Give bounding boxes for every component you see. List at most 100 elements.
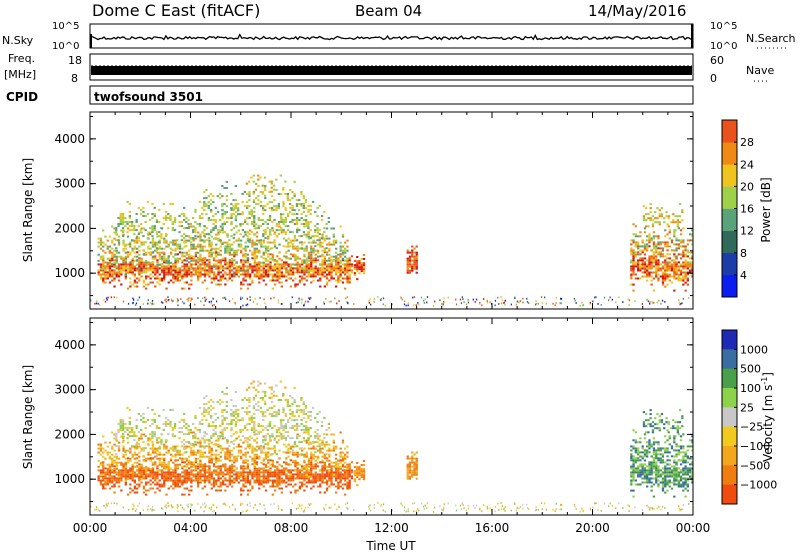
velocity-cell: [174, 445, 177, 448]
power-cell: [223, 203, 226, 206]
power-cell: [171, 221, 174, 223]
velocity-cell: [156, 477, 159, 480]
power-cell: [293, 195, 296, 198]
velocity-cell: [341, 441, 345, 444]
power-cell: [661, 267, 665, 270]
power-cell: [280, 265, 283, 268]
power-cell: [346, 263, 349, 266]
power-cell: [650, 257, 653, 260]
power-cell: [657, 269, 660, 272]
power-cell: [282, 188, 285, 191]
velocity-cell: [199, 477, 202, 480]
power-cell: [651, 225, 655, 228]
velocity-cell: [251, 471, 254, 474]
power-cell: [228, 269, 231, 272]
velocity-cell: [203, 479, 207, 482]
power-cell: [188, 304, 191, 307]
power-cell: [303, 241, 306, 244]
power-cell: [634, 261, 637, 264]
velocity-cell: [242, 489, 245, 492]
power-cell: [652, 243, 656, 246]
power-cell: [185, 265, 188, 268]
power-cell: [111, 275, 114, 278]
velocity-cell: [158, 457, 161, 460]
velocity-cell: [102, 471, 105, 474]
power-cell: [151, 227, 154, 230]
velocity-cell: [172, 471, 175, 474]
power-cell: [158, 221, 161, 223]
power-cell: [167, 257, 170, 260]
power-cell: [630, 275, 633, 278]
velocity-cell: [138, 451, 141, 454]
velocity-cell: [124, 477, 127, 480]
power-cell: [303, 255, 306, 258]
power-cell: [117, 263, 121, 266]
power-cell: [649, 217, 652, 220]
velocity-cell: [140, 449, 143, 452]
power-cell: [158, 245, 161, 248]
power-cell: [126, 287, 130, 290]
power-cell: [312, 271, 315, 274]
power-cell: [108, 265, 112, 268]
velocity-cell: [316, 485, 320, 488]
power-cell: [668, 263, 671, 266]
power-cell: [272, 188, 276, 191]
power-cell: [251, 279, 254, 282]
freq-tick-high: 18: [68, 54, 82, 67]
power-cell: [303, 253, 306, 256]
power-cell: [264, 205, 267, 208]
power-cell: [113, 231, 116, 234]
power-cell: [131, 221, 134, 223]
power-cell: [310, 253, 313, 256]
power-cell: [121, 217, 125, 219]
power-cell: [649, 207, 652, 210]
velocity-cell: [172, 473, 175, 476]
power-cell: [167, 213, 170, 215]
velocity-cell: [307, 481, 311, 484]
power-cell: [335, 259, 338, 262]
power-cell: [675, 261, 678, 264]
power-cell: [225, 187, 228, 189]
power-cell: [201, 217, 204, 219]
power-cell: [335, 241, 338, 244]
power-cell: [165, 269, 168, 272]
power-cell: [106, 247, 109, 250]
power-cell: [335, 257, 338, 260]
velocity-cell: [219, 455, 222, 458]
velocity-cell: [185, 463, 188, 466]
velocity-cell: [102, 475, 105, 478]
power-cell: [113, 263, 116, 266]
power-cell: [632, 267, 635, 270]
velocity-cell: [160, 461, 164, 464]
power-cell: [215, 253, 218, 256]
power-cell: [300, 193, 303, 195]
power-cell: [291, 231, 294, 234]
power-cell: [178, 267, 182, 270]
power-cell: [242, 263, 245, 266]
power-cell: [241, 223, 245, 225]
power-cell: [253, 221, 256, 223]
power-cell: [199, 237, 202, 240]
power-cell: [647, 217, 650, 220]
power-cell: [266, 241, 269, 244]
velocity-cell: [323, 453, 326, 456]
power-cell: [689, 251, 692, 254]
power-cell: [321, 241, 324, 244]
power-cell: [113, 255, 116, 258]
power-cell: [406, 271, 409, 274]
power-cell: [259, 225, 263, 228]
velocity-cell: [138, 485, 141, 488]
power-cell: [358, 264, 361, 267]
power-cell: [337, 253, 340, 256]
velocity-cell: [115, 437, 118, 440]
power-cell: [647, 300, 649, 303]
velocity-cell: [181, 493, 184, 496]
power-cell: [277, 207, 280, 210]
power-cell: [111, 241, 114, 244]
power-cell: [337, 279, 340, 282]
power-cell: [178, 231, 181, 234]
power-cell: [165, 300, 167, 303]
power-cell: [264, 237, 267, 240]
power-cell: [147, 233, 150, 236]
velocity-cell: [217, 437, 220, 440]
